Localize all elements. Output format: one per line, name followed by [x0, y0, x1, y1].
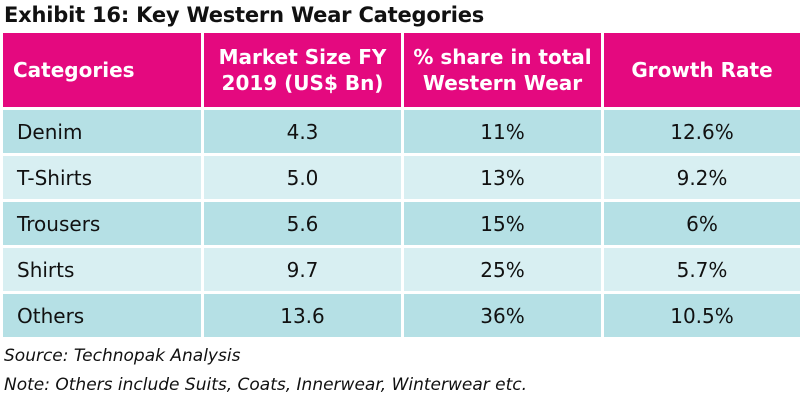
exhibit-title: Exhibit 16: Key Western Wear Categories: [4, 3, 485, 27]
growth-rate-cell: 6%: [604, 202, 800, 245]
market-size-cell: 5.6: [204, 202, 401, 245]
table-row: Others 13.6 36% 10.5%: [3, 294, 800, 337]
header-growth-rate: Growth Rate: [604, 33, 800, 107]
western-wear-table: Categories Market Size FY 2019 (US$ Bn) …: [0, 30, 800, 340]
header-share: % share in total Western Wear: [404, 33, 601, 107]
table-row: T-Shirts 5.0 13% 9.2%: [3, 156, 800, 199]
category-cell: Trousers: [3, 202, 201, 245]
market-size-cell: 9.7: [204, 248, 401, 291]
category-cell: Denim: [3, 110, 201, 153]
share-cell: 25%: [404, 248, 601, 291]
market-size-cell: 5.0: [204, 156, 401, 199]
header-market-size: Market Size FY 2019 (US$ Bn): [204, 33, 401, 107]
table-row: Denim 4.3 11% 12.6%: [3, 110, 800, 153]
table-row: Trousers 5.6 15% 6%: [3, 202, 800, 245]
header-categories-label: Categories: [13, 58, 135, 82]
growth-rate-cell: 5.7%: [604, 248, 800, 291]
share-cell: 11%: [404, 110, 601, 153]
header-market-size-line1: Market Size FY: [218, 45, 387, 69]
others-note: Note: Others include Suits, Coats, Inner…: [4, 375, 528, 395]
header-growth-rate-label: Growth Rate: [631, 58, 773, 82]
growth-rate-cell: 9.2%: [604, 156, 800, 199]
growth-rate-cell: 10.5%: [604, 294, 800, 337]
header-market-size-line2: 2019 (US$ Bn): [221, 71, 384, 95]
header-share-line2: Western Wear: [422, 71, 583, 95]
header-categories: Categories: [3, 33, 201, 107]
market-size-cell: 4.3: [204, 110, 401, 153]
header-row: Categories Market Size FY 2019 (US$ Bn) …: [3, 33, 800, 107]
category-cell: Shirts: [3, 248, 201, 291]
share-cell: 36%: [404, 294, 601, 337]
category-cell: T-Shirts: [3, 156, 201, 199]
source-note: Source: Technopak Analysis: [4, 346, 241, 366]
share-cell: 13%: [404, 156, 601, 199]
header-share-line1: % share in total: [413, 45, 592, 69]
share-cell: 15%: [404, 202, 601, 245]
growth-rate-cell: 12.6%: [604, 110, 800, 153]
category-cell: Others: [3, 294, 201, 337]
table-row: Shirts 9.7 25% 5.7%: [3, 248, 800, 291]
market-size-cell: 13.6: [204, 294, 401, 337]
